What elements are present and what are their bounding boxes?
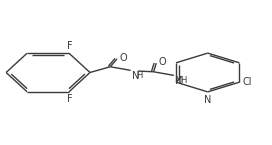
Text: O: O: [119, 53, 127, 63]
Text: H: H: [137, 71, 143, 80]
Text: N: N: [204, 95, 211, 105]
Text: N: N: [175, 76, 183, 86]
Text: F: F: [67, 41, 73, 51]
Text: H: H: [180, 76, 186, 85]
Text: N: N: [132, 71, 139, 81]
Text: Cl: Cl: [243, 77, 252, 87]
Text: F: F: [67, 94, 73, 104]
Text: O: O: [159, 57, 166, 67]
